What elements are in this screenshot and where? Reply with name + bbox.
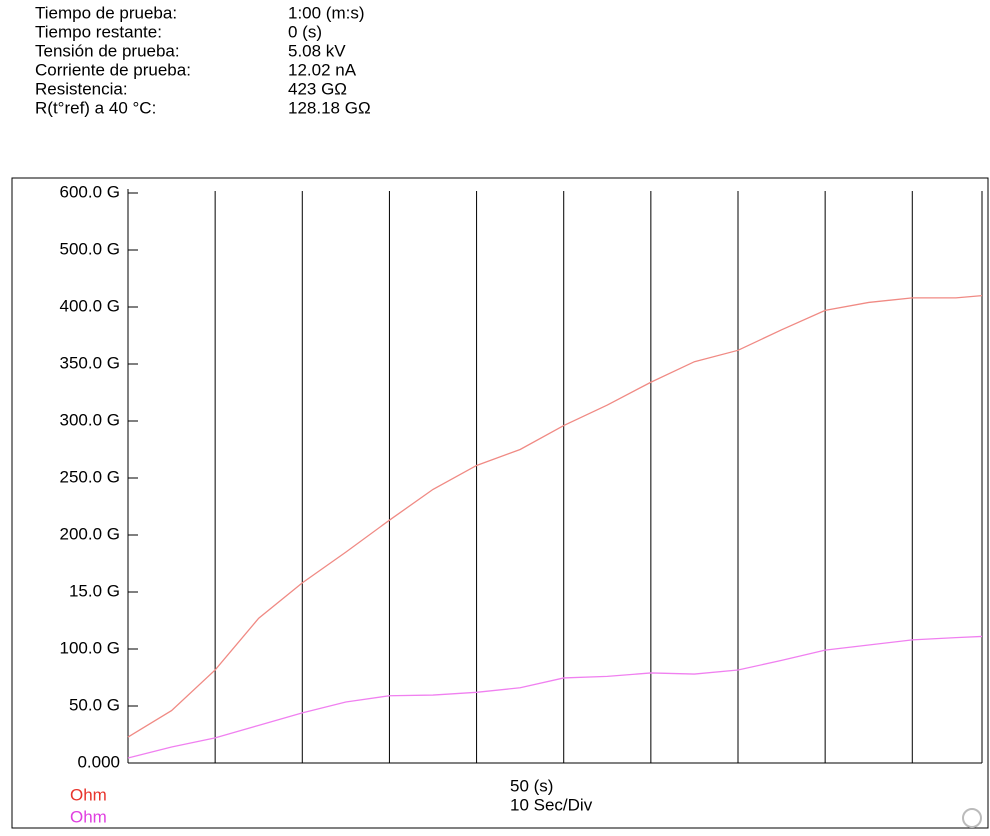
info-value: 0 (s) — [288, 22, 322, 41]
corner-icon — [962, 808, 982, 828]
info-label: Tiempo de prueba: — [35, 3, 177, 22]
y-tick-label: 0.000 — [77, 752, 120, 771]
y-tick-label: 600.0 G — [60, 182, 121, 201]
info-label: Tensión de prueba: — [35, 41, 180, 60]
info-label: Resistencia: — [35, 79, 128, 98]
info-value: 423 GΩ — [288, 79, 347, 98]
data-line — [127, 294, 983, 738]
y-tick-label: 300.0 G — [60, 410, 121, 429]
info-label: Corriente de prueba: — [35, 60, 191, 79]
x-axis-label: 50 (s) — [510, 776, 553, 795]
info-value: 5.08 kV — [288, 41, 346, 60]
info-value: 12.02 nA — [288, 60, 357, 79]
y-tick-label: 100.0 G — [60, 638, 121, 657]
info-value: 1:00 (m:s) — [288, 3, 365, 22]
y-tick-label: 15.0 G — [69, 581, 120, 600]
y-tick-label: 250.0 G — [60, 467, 121, 486]
legend-entry: Ohm — [70, 807, 107, 826]
y-tick-label: 500.0 G — [60, 239, 121, 258]
chart-frame — [11, 177, 989, 829]
y-tick-label: 50.0 G — [69, 695, 120, 714]
y-tick-label: 350.0 G — [60, 353, 121, 372]
y-tick-label: 400.0 G — [60, 296, 121, 315]
info-value: 128.18 GΩ — [288, 98, 371, 117]
data-line — [127, 635, 983, 759]
scale-label: 10 Sec/Div — [510, 795, 593, 814]
info-label: R(t°ref) a 40 °C: — [35, 98, 156, 117]
y-tick-label: 200.0 G — [60, 524, 121, 543]
legend-entry: Ohm — [70, 785, 107, 804]
info-label: Tiempo restante: — [35, 22, 162, 41]
